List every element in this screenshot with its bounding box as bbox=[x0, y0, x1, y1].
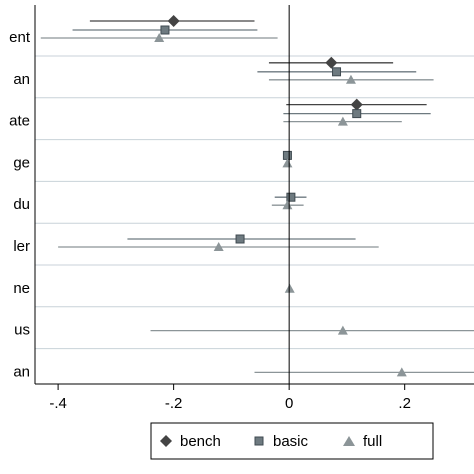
x-tick-label: .2 bbox=[398, 395, 411, 412]
row-label: an bbox=[13, 71, 30, 88]
basic-marker bbox=[160, 25, 170, 35]
legend-box bbox=[150, 422, 434, 460]
legend-label-full: full bbox=[363, 433, 382, 450]
row-label: ler bbox=[13, 238, 30, 255]
x-axis: -.4 -.2 0 .2 bbox=[35, 383, 474, 412]
full-marker bbox=[337, 116, 348, 126]
row-label: an bbox=[13, 363, 30, 380]
legend-label-bench: bench bbox=[180, 433, 221, 450]
full-marker bbox=[284, 283, 295, 293]
row-label: ge bbox=[13, 154, 30, 171]
legend-label-basic: basic bbox=[273, 433, 309, 450]
x-tick-label: -.4 bbox=[49, 395, 67, 412]
full-marker bbox=[154, 33, 165, 42]
full-marker bbox=[282, 200, 293, 210]
x-tick-label: -.2 bbox=[165, 395, 183, 412]
full-marker bbox=[396, 367, 407, 377]
full-marker bbox=[282, 158, 293, 168]
basic-marker bbox=[352, 109, 362, 119]
row-label: ne bbox=[13, 280, 30, 297]
legend-marker-basic bbox=[254, 436, 264, 446]
row-label: ent bbox=[9, 29, 31, 46]
legend: bench basic full bbox=[150, 422, 434, 460]
full-marker bbox=[337, 325, 348, 335]
basic-marker bbox=[286, 192, 296, 202]
full-marker bbox=[213, 242, 224, 251]
full-marker bbox=[345, 74, 356, 84]
basic-marker bbox=[282, 150, 292, 160]
confidence-intervals bbox=[40, 20, 474, 374]
row-label: du bbox=[13, 196, 30, 213]
legend-marker-full bbox=[343, 436, 355, 446]
bench-marker bbox=[350, 98, 363, 111]
x-tick-label: 0 bbox=[285, 395, 293, 412]
legend-marker-bench bbox=[160, 435, 172, 447]
row-label: us bbox=[14, 322, 30, 339]
bench-marker bbox=[325, 56, 338, 69]
basic-marker bbox=[235, 234, 245, 244]
basic-marker bbox=[332, 67, 342, 77]
bench-marker bbox=[167, 15, 180, 27]
row-separators bbox=[35, 55, 474, 350]
row-label: ate bbox=[9, 113, 30, 130]
point-estimates bbox=[154, 15, 407, 377]
row-labels: ent an ate ge du ler ne us an bbox=[9, 29, 31, 380]
